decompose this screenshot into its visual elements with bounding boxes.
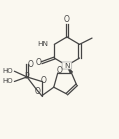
Text: O: O [27,60,33,69]
Text: N: N [64,63,70,69]
Text: O: O [34,87,40,96]
Text: HN: HN [37,41,48,47]
Text: O: O [56,66,62,75]
Polygon shape [67,65,73,74]
Text: P: P [25,72,29,81]
FancyBboxPatch shape [62,62,72,69]
Text: O: O [35,58,41,67]
Text: HO: HO [2,68,13,74]
Text: O: O [64,15,70,24]
Text: HO: HO [2,79,13,85]
Text: O: O [41,76,47,85]
